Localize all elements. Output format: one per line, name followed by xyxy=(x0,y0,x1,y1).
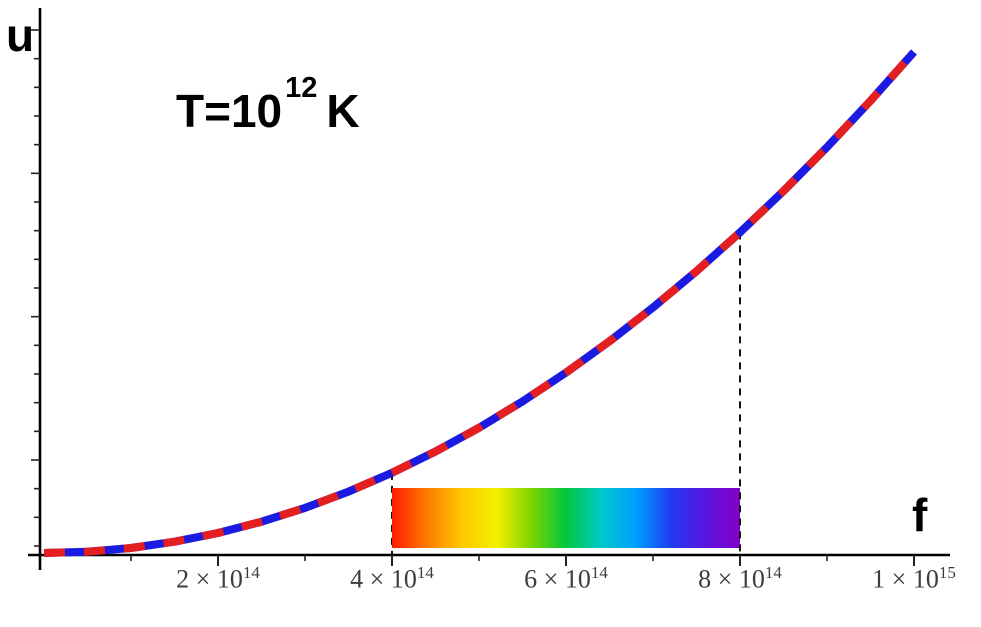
x-tick-label: 6 × 1014 xyxy=(486,563,646,594)
x-tick-label: 1 × 1015 xyxy=(834,563,981,594)
temperature-title-unit: K xyxy=(326,85,360,137)
x-tick-mantissa: 4 × 10 xyxy=(350,564,417,594)
temperature-title: T=10 12 K xyxy=(176,72,360,137)
x-tick-mantissa: 1 × 10 xyxy=(872,564,939,594)
temperature-title-base: T=10 xyxy=(176,85,283,137)
x-tick-mantissa: 2 × 10 xyxy=(176,564,243,594)
x-tick-label: 2 × 1014 xyxy=(138,563,298,594)
y-axis-label: u xyxy=(6,9,35,61)
x-tick-mantissa: 6 × 10 xyxy=(524,564,591,594)
x-tick-exponent: 15 xyxy=(938,563,956,582)
temperature-title-exponent: 12 xyxy=(285,72,318,104)
x-tick-exponent: 14 xyxy=(242,563,260,582)
x-tick-exponent: 14 xyxy=(590,563,608,582)
x-axis-label: f xyxy=(912,489,928,541)
x-tick-exponent: 14 xyxy=(416,563,434,582)
curve-dashed-red xyxy=(43,49,917,557)
x-tick-label: 4 × 1014 xyxy=(312,563,472,594)
curve-solid-blue xyxy=(43,49,917,557)
visible-spectrum-band xyxy=(392,488,740,548)
x-tick-mantissa: 8 × 10 xyxy=(698,564,765,594)
x-tick-label: 8 × 1014 xyxy=(660,563,820,594)
x-tick-exponent: 14 xyxy=(764,563,782,582)
